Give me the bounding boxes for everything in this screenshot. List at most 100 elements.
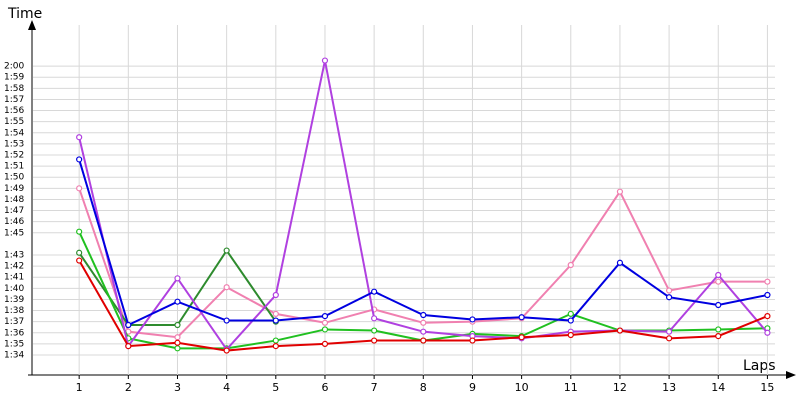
data-point <box>715 301 722 309</box>
y-tick-label: 1:53 <box>4 139 24 149</box>
x-axis-label: Laps <box>743 358 776 374</box>
y-tick-label: 1:45 <box>4 228 24 238</box>
data-point <box>174 275 181 282</box>
y-tick-label: 1:43 <box>4 251 24 261</box>
data-point <box>665 335 673 342</box>
data-point <box>223 247 230 254</box>
y-tick-label: 1:41 <box>4 273 24 283</box>
data-point <box>321 57 329 64</box>
y-axis-arrow <box>28 20 36 30</box>
data-point <box>764 278 771 285</box>
data-point <box>567 310 574 317</box>
data-point <box>174 298 181 305</box>
data-point <box>567 317 574 324</box>
x-tick-label: 1 <box>76 381 83 394</box>
data-point <box>321 313 329 320</box>
data-point <box>174 339 181 346</box>
data-point <box>76 228 83 235</box>
data-point <box>272 310 279 317</box>
data-point <box>223 284 230 291</box>
x-tick-label: 9 <box>469 381 476 394</box>
data-point <box>272 343 279 350</box>
x-tick-label: 12 <box>613 381 627 394</box>
y-tick-label: 1:47 <box>4 206 24 216</box>
data-point <box>420 337 427 344</box>
data-point <box>665 294 673 301</box>
data-point <box>469 316 476 323</box>
data-point <box>371 315 378 322</box>
data-point <box>567 331 574 339</box>
data-point <box>665 287 673 294</box>
x-tick-label: 4 <box>223 381 230 394</box>
y-tick-label: 1:42 <box>4 262 24 272</box>
data-point <box>272 337 279 344</box>
y-tick-label: 1:54 <box>4 128 24 138</box>
y-tick-label: 1:55 <box>4 117 24 127</box>
x-tick-label: 14 <box>711 381 725 394</box>
data-point <box>764 291 771 299</box>
x-tick-label: 8 <box>420 381 427 394</box>
data-point <box>321 326 329 333</box>
data-point <box>125 343 132 350</box>
data-point <box>371 288 378 295</box>
data-point <box>469 337 476 344</box>
y-tick-label: 1:50 <box>4 173 24 183</box>
data-point <box>665 328 673 335</box>
data-point <box>223 347 230 354</box>
x-tick-label: 6 <box>321 381 328 394</box>
data-point <box>76 134 83 141</box>
data-point <box>371 327 378 334</box>
y-tick-label: 1:48 <box>4 195 24 205</box>
data-point <box>764 313 771 320</box>
data-point <box>420 328 427 335</box>
data-point <box>223 317 230 324</box>
data-point <box>616 188 624 195</box>
data-point <box>321 340 329 347</box>
y-tick-label: 1:39 <box>4 295 24 305</box>
x-tick-label: 5 <box>272 381 279 394</box>
x-tick-label: 10 <box>515 381 529 394</box>
data-point <box>76 249 83 256</box>
x-tick-label: 11 <box>564 381 578 394</box>
y-tick-label: 1:49 <box>4 184 24 194</box>
x-tick-label: 3 <box>174 381 181 394</box>
x-tick-label: 15 <box>760 381 774 394</box>
data-point <box>76 257 83 264</box>
data-point <box>174 321 181 329</box>
data-point <box>715 271 722 279</box>
data-point <box>764 329 771 336</box>
y-tick-label: 1:40 <box>4 284 24 294</box>
data-point <box>518 314 525 321</box>
y-tick-label: 2:00 <box>4 62 24 72</box>
data-point <box>174 345 181 352</box>
data-point <box>616 327 624 334</box>
data-point <box>272 317 279 324</box>
y-tick-label: 1:36 <box>4 328 24 338</box>
data-point <box>76 185 83 192</box>
data-point <box>420 311 427 319</box>
data-point <box>174 334 181 341</box>
y-tick-label: 1:56 <box>4 106 24 116</box>
data-point <box>76 156 83 163</box>
x-tick-label: 2 <box>125 381 132 394</box>
data-point <box>125 321 132 329</box>
y-tick-label: 1:57 <box>4 95 24 105</box>
x-tick-label: 13 <box>662 381 676 394</box>
y-tick-label: 1:37 <box>4 317 24 327</box>
y-tick-label: 1:35 <box>4 339 24 349</box>
y-tick-label: 1:59 <box>4 73 24 83</box>
data-point <box>715 278 722 285</box>
y-tick-label: 1:34 <box>4 351 24 361</box>
y-axis-label: Time <box>7 6 42 22</box>
data-point <box>567 261 574 269</box>
data-point <box>616 259 624 266</box>
data-point <box>371 337 378 344</box>
data-point <box>272 291 279 299</box>
data-point <box>715 333 722 340</box>
y-tick-label: 1:51 <box>4 162 24 172</box>
data-point <box>715 326 722 333</box>
x-tick-label: 7 <box>371 381 378 394</box>
y-tick-label: 1:38 <box>4 306 24 316</box>
